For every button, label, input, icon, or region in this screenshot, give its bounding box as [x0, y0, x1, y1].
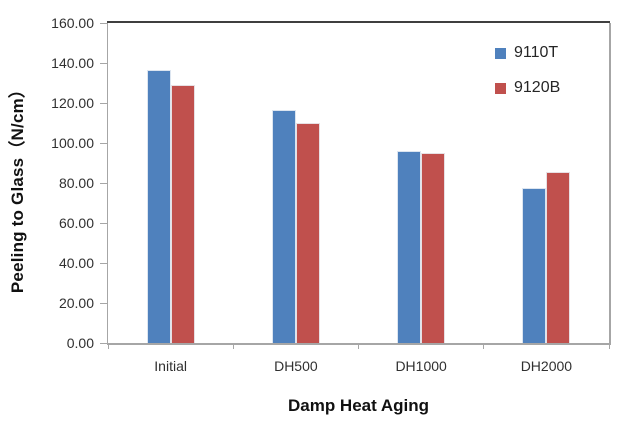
x-tick-mark [608, 345, 610, 349]
y-axis-line [107, 23, 108, 343]
y-tick-mark [100, 222, 107, 224]
x-tick-mark [358, 345, 359, 349]
y-tick-mark [100, 182, 107, 184]
y-tick-label: 0.00 [66, 335, 94, 351]
bar-group-dh1000 [359, 23, 484, 343]
plot-border-top [107, 21, 610, 23]
y-tick-mark [100, 102, 107, 104]
bar-9120b-dh1000 [421, 153, 446, 343]
bar-9110t-initial [146, 70, 171, 343]
x-axis-title: Damp Heat Aging [287, 396, 430, 415]
y-tick-label: 40.00 [58, 255, 94, 271]
legend: 9110T 9120B [495, 43, 560, 113]
bar-9110t-dh1000 [397, 151, 422, 343]
bar-9110t-dh500 [271, 110, 296, 343]
bar-group-initial [108, 23, 233, 343]
legend-swatch-icon [495, 82, 506, 94]
y-tick-mark [100, 342, 107, 344]
plot-border-right [609, 23, 611, 343]
bar-9120b-initial [170, 85, 195, 343]
x-axis-line [107, 343, 611, 345]
y-tick-label: 120.00 [51, 95, 94, 111]
y-tick-label: 80.00 [58, 175, 94, 191]
x-tick-mark [483, 345, 485, 349]
legend-item-9120b: 9120B [495, 78, 560, 98]
x-tick-label-dh500: DH500 [274, 358, 318, 374]
legend-label: 9120B [514, 79, 561, 96]
y-tick-mark [100, 142, 107, 144]
y-tick-mark [100, 22, 107, 24]
y-tick-mark [100, 302, 107, 304]
bar-9120b-dh2000 [546, 172, 571, 343]
legend-label: 9110T [514, 44, 559, 61]
y-tick-label: 100.00 [51, 135, 94, 151]
y-tick-label: 20.00 [58, 295, 94, 311]
y-tick-label: 60.00 [58, 215, 94, 231]
x-tick-mark [107, 345, 109, 349]
x-tick-label-dh1000: DH1000 [395, 358, 447, 374]
y-tick-mark [100, 62, 107, 64]
y-tick-label: 160.00 [51, 15, 94, 31]
legend-item-9110t: 9110T [495, 43, 560, 63]
bar-9120b-dh500 [295, 123, 320, 343]
legend-swatch-icon [495, 47, 506, 59]
x-tick-label-initial: Initial [154, 358, 187, 374]
bar-group-dh500 [233, 23, 358, 343]
y-tick-mark [100, 262, 107, 264]
bar-9110t-dh2000 [522, 188, 547, 343]
y-tick-label: 140.00 [51, 55, 94, 71]
bar-group-dh2000 [484, 23, 609, 343]
x-tick-mark [232, 345, 234, 349]
y-axis-title: Peeling to Glass（N/cm） [8, 80, 27, 294]
x-tick-label-dh2000: DH2000 [520, 358, 573, 374]
plot-area [108, 23, 609, 343]
